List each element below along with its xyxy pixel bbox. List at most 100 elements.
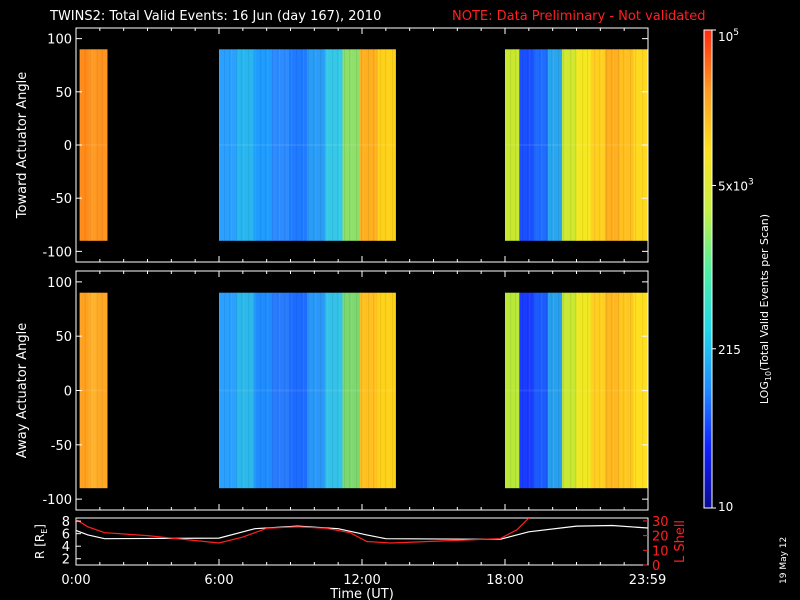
heatmap-striation — [337, 49, 339, 241]
heatmap-striation — [265, 49, 267, 241]
heatmap-striation — [272, 49, 274, 241]
heatmap-striation — [594, 292, 596, 489]
heatmap-striation — [587, 292, 589, 489]
heatmap-striation — [363, 49, 365, 241]
heatmap-striation — [260, 292, 262, 489]
heatmap-band — [342, 49, 361, 241]
heatmap-striation — [337, 292, 339, 489]
heatmap-band — [88, 49, 99, 241]
chart-title: TWINS2: Total Valid Events: 16 Jun (day … — [49, 9, 381, 24]
heatmap-striation — [339, 292, 341, 489]
y-tick-label: 50 — [55, 330, 72, 345]
heatmap-striation — [392, 292, 394, 489]
heatmap-striation — [385, 292, 387, 489]
heatmap-striation — [91, 292, 93, 489]
heatmap-band — [519, 49, 535, 241]
heatmap-striation — [515, 49, 517, 241]
y-tick-label: 4 — [62, 540, 70, 555]
heatmap-striation — [248, 292, 250, 489]
heatmap-band — [97, 292, 108, 489]
y-axis-label-main: R [R — [33, 534, 47, 559]
heatmap-striation — [601, 49, 603, 241]
colorbar-label-sub: 10 — [764, 371, 773, 381]
x-axis-label: Time (UT) — [329, 587, 394, 600]
heatmap-striation — [623, 292, 625, 489]
y-right-tick-label: 20 — [652, 530, 669, 545]
heatmap-striation — [505, 49, 507, 241]
y-axis-label-sub: E — [40, 529, 49, 534]
heatmap-striation — [635, 292, 637, 489]
heatmap-striation — [236, 292, 238, 489]
heatmap-striation — [375, 292, 377, 489]
heatmap-striation — [284, 292, 286, 489]
heatmap-striation — [296, 49, 298, 241]
heatmap-striation — [637, 49, 639, 241]
zero-angle-band — [505, 144, 648, 146]
heatmap-striation — [241, 49, 243, 241]
zero-angle-band — [219, 144, 396, 146]
heatmap-striation — [325, 292, 327, 489]
heatmap-striation — [625, 49, 627, 241]
heatmap-striation — [363, 292, 365, 489]
y-tick-label: 6 — [62, 528, 70, 543]
heatmap-striation — [529, 49, 531, 241]
heatmap-striation — [599, 292, 601, 489]
heatmap-striation — [279, 292, 281, 489]
x-tick-label: 18:00 — [486, 573, 523, 588]
heatmap-striation — [517, 292, 519, 489]
heatmap-striation — [368, 292, 370, 489]
heatmap-striation — [231, 49, 233, 241]
heatmap-band — [307, 49, 326, 241]
colorbar-tick-exp: 5 — [733, 28, 739, 38]
heatmap-striation — [89, 49, 91, 241]
heatmap-striation — [594, 49, 596, 241]
preliminary-note: NOTE: Data Preliminary - Not validated — [452, 9, 706, 24]
heatmap-striation — [267, 292, 269, 489]
heatmap-striation — [291, 292, 293, 489]
heatmap-striation — [601, 292, 603, 489]
heatmap-striation — [339, 49, 341, 241]
heatmap-striation — [219, 292, 221, 489]
heatmap-striation — [392, 49, 394, 241]
y-tick-label: 2 — [62, 553, 70, 568]
heatmap-band — [604, 292, 620, 489]
heatmap-striation — [575, 292, 577, 489]
r-series-line — [76, 524, 648, 540]
heatmap-striation — [241, 292, 243, 489]
heatmap-striation — [320, 292, 322, 489]
heatmap-striation — [582, 49, 584, 241]
heatmap-striation — [219, 49, 221, 241]
heatmap-striation — [255, 292, 257, 489]
heatmap-striation — [618, 292, 620, 489]
heatmap-striation — [385, 49, 387, 241]
heatmap-striation — [534, 49, 536, 241]
plot-frame — [75, 517, 649, 566]
heatmap-striation — [587, 49, 589, 241]
heatmap-striation — [96, 292, 98, 489]
y-tick-label: -100 — [42, 493, 72, 508]
heatmap-band — [360, 49, 379, 241]
heatmap-striation — [253, 49, 255, 241]
colorbar-tick-label: 105 — [718, 28, 739, 44]
heatmap-striation — [229, 49, 231, 241]
heatmap-striation — [344, 292, 346, 489]
heatmap-striation — [625, 292, 627, 489]
colorbar-tick-mantissa: 10 — [718, 30, 733, 44]
heatmap-striation — [349, 292, 351, 489]
heatmap-striation — [267, 49, 269, 241]
footer-date: 19 May 12 — [779, 537, 789, 584]
heatmap-striation — [510, 49, 512, 241]
heatmap-striation — [308, 292, 310, 489]
y-tick-label: -50 — [51, 192, 72, 207]
heatmap-striation — [243, 49, 245, 241]
heatmap-band — [505, 49, 520, 241]
y-tick-label: 50 — [55, 86, 72, 101]
heatmap-striation — [515, 292, 517, 489]
heatmap-band — [219, 292, 238, 489]
heatmap-striation — [563, 292, 565, 489]
heatmap-striation — [344, 49, 346, 241]
heatmap-striation — [510, 292, 512, 489]
heatmap-band — [236, 292, 255, 489]
heatmap-band — [324, 292, 343, 489]
heatmap-striation — [351, 292, 353, 489]
